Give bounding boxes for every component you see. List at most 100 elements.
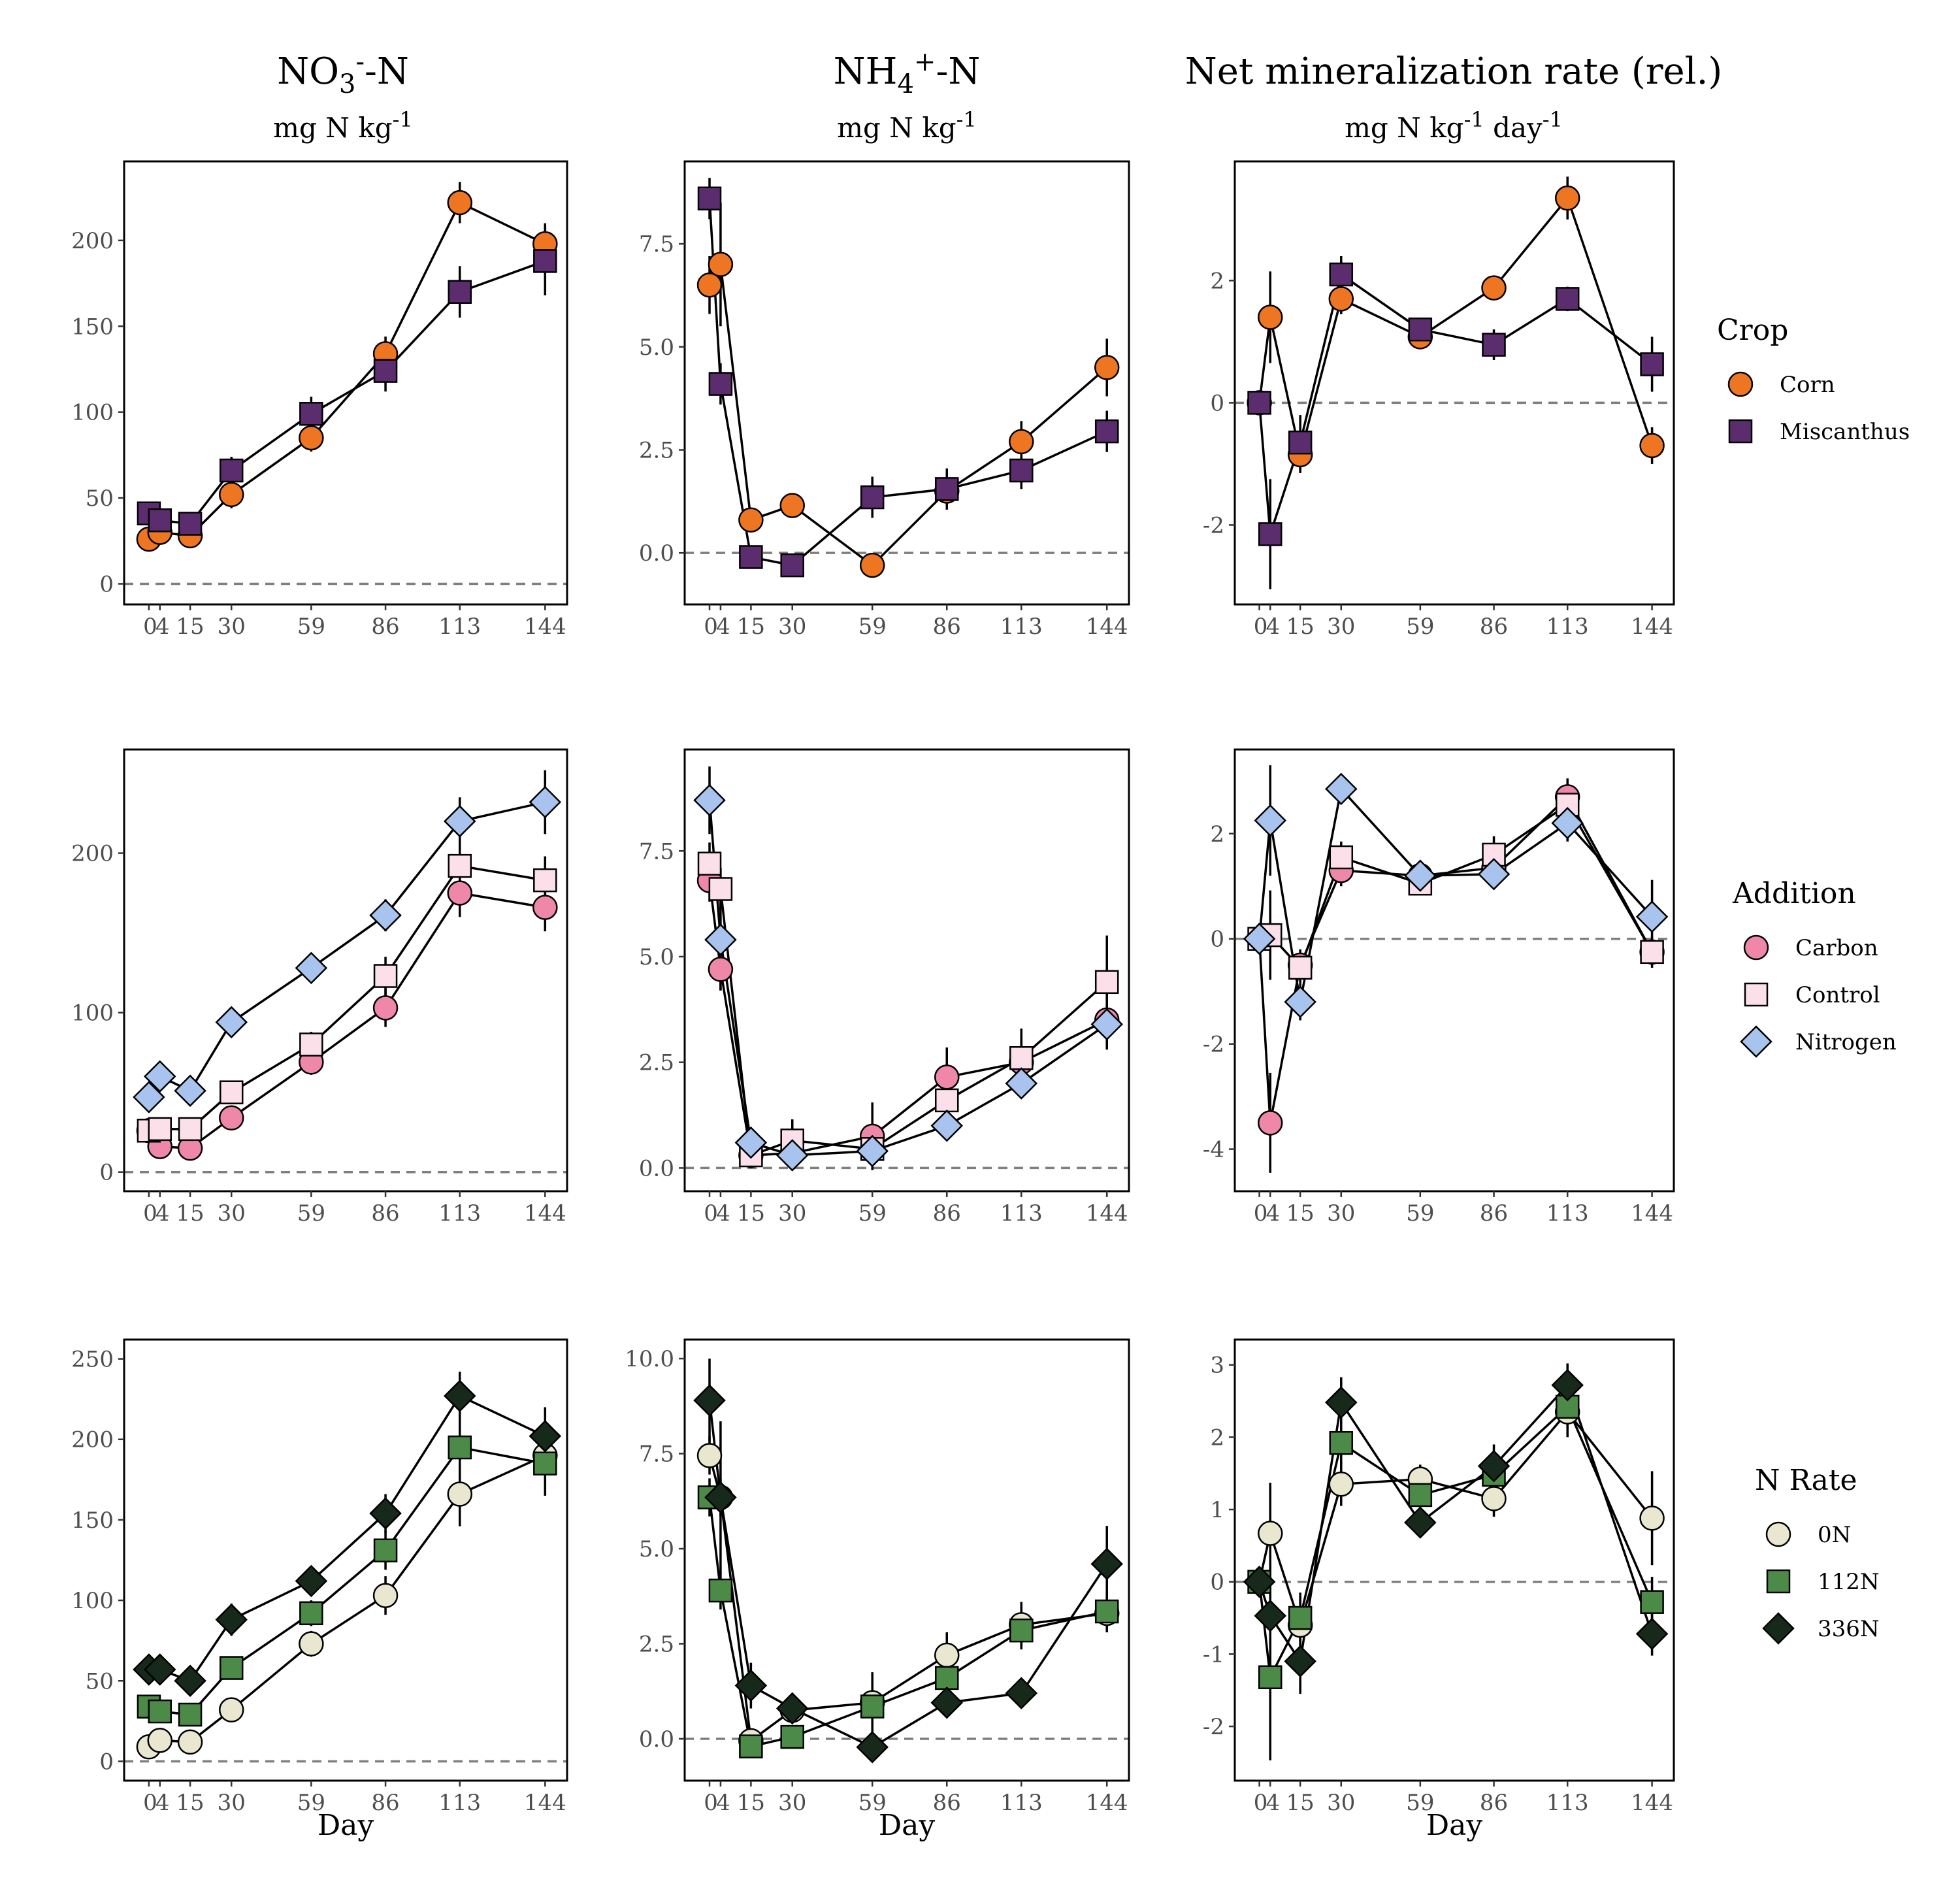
legend-key-Nitrogen bbox=[1740, 1025, 1772, 1058]
series-line-Corn bbox=[1258, 195, 1654, 455]
y-tick-label: 100 bbox=[71, 1588, 114, 1614]
data-point-Nitrogen bbox=[1005, 1067, 1038, 1100]
data-point-Miscanthus bbox=[1288, 430, 1313, 455]
data-point-0N bbox=[696, 1443, 723, 1468]
data-point-Nitrogen bbox=[529, 785, 562, 819]
panel-border bbox=[1233, 160, 1675, 606]
legend-n-rate: N Rate 0N 112N 336N bbox=[1755, 1464, 1880, 1645]
y-tick-label: -1 bbox=[1203, 1641, 1224, 1668]
data-point-Corn bbox=[1554, 185, 1580, 211]
x-tick-label: 0 bbox=[143, 1200, 157, 1227]
x-tick-label: 4 bbox=[1266, 1790, 1280, 1816]
y-tick-label: 2 bbox=[1210, 1425, 1224, 1451]
x-tick-label: 86 bbox=[933, 1200, 961, 1227]
x-tick-label: 144 bbox=[1086, 1790, 1128, 1816]
data-point-Miscanthus bbox=[299, 402, 323, 426]
legend-key-Corn bbox=[1727, 371, 1754, 397]
y-tick-label: 2 bbox=[1210, 821, 1224, 848]
data-point-336N bbox=[1325, 1386, 1358, 1419]
x-tick-label: 113 bbox=[438, 614, 481, 640]
x-tick-label: 59 bbox=[297, 1200, 325, 1227]
data-point-336N bbox=[1635, 1617, 1669, 1651]
x-tick-label: 113 bbox=[438, 1790, 481, 1816]
data-point-112N bbox=[1258, 1665, 1282, 1690]
data-point-Nitrogen bbox=[295, 951, 328, 985]
data-point-Control bbox=[708, 877, 733, 901]
x-tick-label: 113 bbox=[1546, 614, 1589, 640]
data-point-Nitrogen bbox=[776, 1139, 809, 1172]
panel-border bbox=[123, 748, 568, 1193]
data-point-Miscanthus bbox=[1094, 419, 1119, 444]
data-point-Nitrogen bbox=[1477, 857, 1511, 891]
data-point-Corn bbox=[1258, 305, 1283, 330]
data-point-Corn bbox=[1094, 355, 1120, 380]
x-tick-label: 0 bbox=[704, 1790, 718, 1816]
series-line-112N bbox=[708, 1497, 1107, 1748]
data-point-Nitrogen bbox=[443, 805, 476, 838]
x-tick-label: 4 bbox=[155, 1200, 170, 1227]
data-point-Miscanthus bbox=[860, 485, 885, 510]
panel-border bbox=[683, 748, 1130, 1193]
data-point-Corn bbox=[1009, 429, 1034, 455]
data-point-Miscanthus bbox=[1408, 317, 1433, 342]
data-point-Miscanthus bbox=[739, 545, 763, 569]
x-tick-label: 86 bbox=[933, 1790, 961, 1816]
data-point-Miscanthus bbox=[148, 508, 172, 533]
series-line-Miscanthus bbox=[1258, 272, 1653, 535]
data-point-Nitrogen bbox=[856, 1134, 889, 1168]
data-point-Nitrogen bbox=[930, 1109, 964, 1142]
data-point-Miscanthus bbox=[780, 553, 804, 578]
x-tick-label: 113 bbox=[1546, 1790, 1589, 1816]
data-point-112N bbox=[178, 1702, 203, 1727]
series-line-Nitrogen bbox=[148, 800, 546, 1098]
data-point-Nitrogen bbox=[133, 1081, 165, 1113]
data-point-Carbon bbox=[447, 880, 473, 906]
data-point-0N bbox=[372, 1583, 399, 1608]
data-point-Control bbox=[934, 1088, 959, 1113]
legend-label: Carbon bbox=[1795, 935, 1878, 961]
data-point-Control bbox=[178, 1117, 203, 1142]
legend-key-Carbon bbox=[1743, 934, 1769, 961]
data-point-336N bbox=[1005, 1677, 1038, 1709]
series-line-Carbon bbox=[148, 891, 546, 1149]
data-point-Nitrogen bbox=[215, 1006, 248, 1039]
data-point-336N bbox=[1243, 1565, 1276, 1598]
data-point-112N bbox=[1640, 1590, 1664, 1614]
data-point-Nitrogen bbox=[143, 1060, 176, 1093]
legend-key-336N bbox=[1762, 1612, 1795, 1645]
data-point-0N bbox=[177, 1729, 203, 1755]
legend-label: Control bbox=[1795, 982, 1880, 1008]
x-tick-label: 59 bbox=[1406, 1790, 1434, 1816]
legend-key-Miscanthus bbox=[1728, 419, 1753, 444]
data-point-336N bbox=[1284, 1645, 1316, 1678]
data-point-Nitrogen bbox=[734, 1126, 768, 1159]
y-tick-label: 5.0 bbox=[639, 335, 674, 361]
legend-label: 336N bbox=[1818, 1616, 1880, 1642]
y-tick-label: -2 bbox=[1203, 1032, 1224, 1058]
y-tick-label: 5.0 bbox=[639, 1536, 674, 1562]
y-tick-label: 0.0 bbox=[639, 540, 674, 567]
x-tick-label: 0 bbox=[143, 1790, 157, 1816]
x-tick-label: 86 bbox=[1480, 1790, 1508, 1816]
data-point-0N bbox=[218, 1697, 244, 1722]
x-tick-label: 113 bbox=[438, 1200, 481, 1227]
x-tick-label: 0 bbox=[704, 1200, 718, 1227]
data-point-Miscanthus bbox=[708, 372, 733, 396]
data-point-336N bbox=[369, 1497, 402, 1530]
data-point-Miscanthus bbox=[1009, 458, 1034, 483]
data-point-Nitrogen bbox=[1635, 900, 1669, 933]
y-tick-label: 7.5 bbox=[639, 231, 674, 257]
x-tick-label: 30 bbox=[778, 1200, 806, 1227]
x-tick-label: 15 bbox=[737, 614, 765, 640]
data-point-Control bbox=[448, 853, 472, 878]
data-point-336N bbox=[1254, 1599, 1287, 1632]
data-point-336N bbox=[930, 1686, 964, 1719]
data-point-Miscanthus bbox=[448, 280, 472, 304]
data-point-0N bbox=[1328, 1472, 1354, 1497]
data-point-Control bbox=[148, 1117, 172, 1142]
series-line-Nitrogen bbox=[708, 800, 1108, 1157]
series-line-Miscanthus bbox=[148, 259, 546, 525]
